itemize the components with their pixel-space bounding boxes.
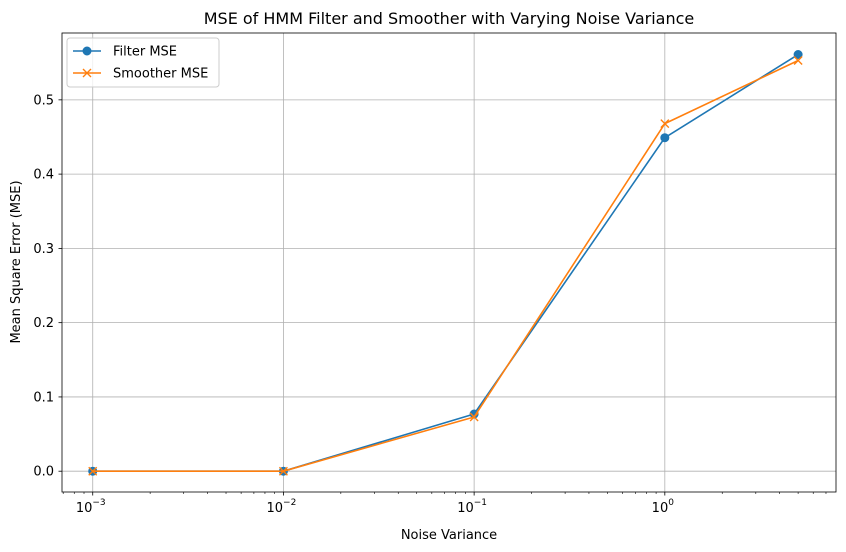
grid (62, 33, 836, 492)
chart-title: MSE of HMM Filter and Smoother with Vary… (204, 9, 695, 28)
y-tick-label: 0.3 (33, 242, 54, 257)
filter-mse-point (660, 133, 670, 143)
filter-mse-point (793, 50, 803, 60)
legend: Filter MSE Smoother MSE (66, 37, 220, 88)
x-tick-exponent: 0 (668, 498, 674, 508)
x-tick-base: 10 (267, 501, 284, 516)
x-tick-base: 10 (76, 501, 93, 516)
smoother-mse-series (88, 55, 803, 476)
x-axis-label: Noise Variance (401, 528, 497, 543)
x-tick-exponent: −3 (92, 498, 105, 508)
legend-box (66, 37, 220, 88)
x-tick-exponent: −2 (283, 498, 296, 508)
smoother-mse-point (793, 55, 803, 65)
y-tick-label: 0.0 (33, 465, 54, 480)
plot-frame (61, 32, 837, 493)
x-tick-label: 100 (652, 498, 675, 516)
legend-filter-mse-label: Filter MSE (113, 45, 177, 60)
legend-smoother-mse-label: Smoother MSE (113, 67, 208, 82)
y-tick-label: 0.4 (33, 168, 54, 183)
x-tick-label: 10−1 (457, 498, 487, 516)
filter-mse-line (92, 53, 799, 473)
x-tick-base: 10 (457, 501, 474, 516)
smoother-mse-point (278, 466, 288, 476)
legend-smoother-mse-marker (82, 68, 92, 78)
smoother-mse-point (469, 412, 479, 422)
filter-mse-point (469, 409, 479, 419)
x-tick-base: 10 (652, 501, 669, 516)
y-axis-label: Mean Square Error (MSE) (9, 180, 24, 343)
y-tick-label: 0.2 (33, 316, 54, 331)
y-tick-label: 0.5 (33, 93, 54, 108)
smoother-mse-line (92, 59, 799, 473)
legend-filter-mse-marker (82, 46, 92, 56)
smoother-mse-point (88, 466, 98, 476)
y-tick-label: 0.1 (33, 390, 54, 405)
x-tick-label: 10−3 (76, 498, 106, 516)
filter-mse-series (88, 50, 803, 476)
x-tick-exponent: −1 (474, 498, 487, 508)
x-tick-label: 10−2 (267, 498, 297, 516)
smoother-mse-point (660, 119, 670, 129)
series-layer (88, 50, 803, 476)
